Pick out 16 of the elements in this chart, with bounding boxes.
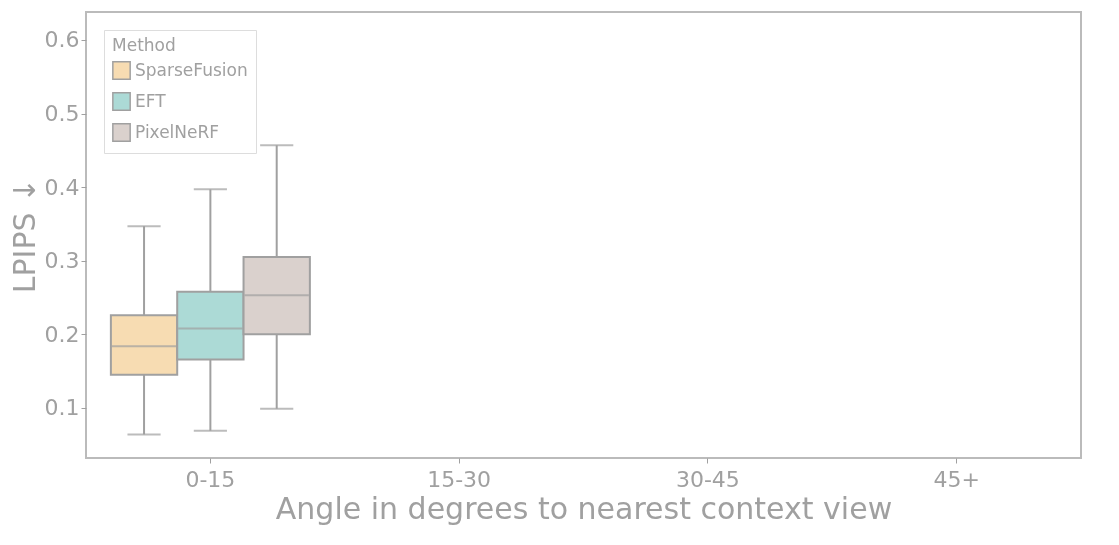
y-tick-label: 0.2 (44, 321, 80, 347)
y-tick-label: 0.3 (44, 248, 80, 274)
legend-label: SparseFusion (135, 59, 248, 80)
y-tick-label: 0.5 (44, 101, 80, 127)
legend-label: EFT (135, 90, 167, 111)
y-tick-label: 0.1 (44, 395, 80, 421)
x-tick-label: 45+ (933, 466, 980, 492)
x-tick-label: 0-15 (185, 466, 236, 492)
y-axis-title: LPIPS ↓ (6, 177, 42, 294)
legend-title: Method (112, 35, 176, 55)
x-tick-label: 30-45 (675, 466, 740, 492)
y-tick-label: 0.4 (44, 174, 80, 200)
x-axis-title: Angle in degrees to nearest context view (275, 490, 893, 526)
x-tick-label: 15-30 (427, 466, 492, 492)
legend-label: PixelNeRF (135, 121, 220, 142)
y-tick-label: 0.6 (44, 27, 80, 53)
